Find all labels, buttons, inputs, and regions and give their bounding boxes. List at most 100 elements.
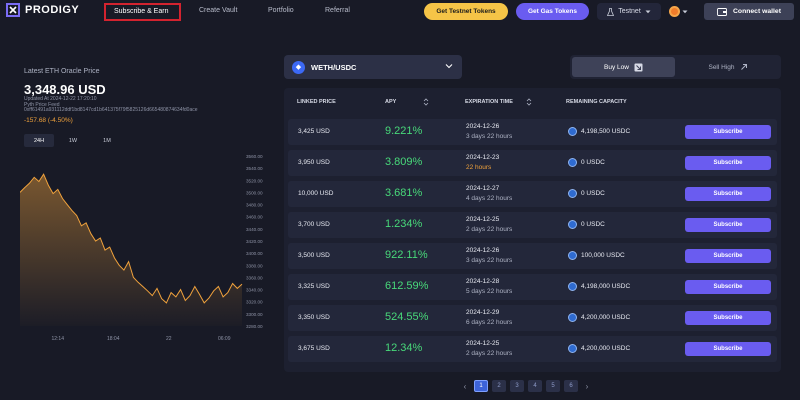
brand-logo[interactable]: PRODIGY [6, 3, 79, 17]
arrow-up-right-icon [740, 64, 747, 70]
wallet-icon [717, 7, 727, 16]
x-tick-label: 22 [166, 336, 172, 342]
nav-referral[interactable]: Referral [325, 7, 350, 14]
subscribe-button[interactable]: Subscribe [685, 187, 771, 201]
capacity-value: 0 USDC [581, 221, 605, 228]
x-tick-label: 12:14 [51, 336, 64, 342]
get-gas-tokens-button[interactable]: Get Gas Tokens [516, 3, 589, 20]
prodigy-logo-icon [6, 3, 20, 17]
range-tab-1m[interactable]: 1M [103, 137, 111, 144]
x-tick-label: 06:09 [218, 336, 231, 342]
pagination: ‹ 1 2 3 4 5 6 › [460, 380, 592, 392]
chevron-down-icon [682, 10, 688, 13]
header-linked-price: LINKED PRICE [297, 99, 336, 105]
capacity-value: 0 USDC [581, 159, 605, 166]
chevron-down-icon [645, 10, 651, 13]
linked-price: 3,500 USD [298, 252, 330, 259]
chart-area [20, 174, 242, 326]
expiration-date: 2024-12-25 [466, 340, 500, 347]
table-row: 10,000 USD 3.681% 2024-12-27 4 days 22 h… [288, 181, 777, 207]
apy-value: 12.34% [385, 342, 423, 354]
table-row: 3,425 USD 9.221% 2024-12-26 3 days 22 ho… [288, 119, 777, 145]
y-tick-label: 3440.00 [246, 227, 263, 232]
next-page-icon[interactable]: › [585, 381, 589, 391]
subscribe-button[interactable]: Subscribe [685, 249, 771, 263]
oracle-updated-info: Updated At 2024-12-22 17:20:10 Pyth Pric… [24, 96, 269, 114]
pair-selector[interactable]: ◆ WETH/USDC [284, 55, 462, 79]
network-selector[interactable]: Testnet [597, 3, 661, 20]
get-testnet-tokens-button[interactable]: Get Testnet Tokens [424, 3, 508, 20]
linked-price: 3,950 USD [298, 159, 330, 166]
table-row: 3,325 USD 612.59% 2024-12-28 5 days 22 h… [288, 274, 777, 300]
page-button[interactable]: 6 [564, 380, 578, 392]
chevron-down-icon [445, 64, 453, 69]
apy-value: 612.59% [385, 280, 429, 292]
expiration-date: 2024-12-29 [466, 309, 500, 316]
time-remaining: 6 days 22 hours [466, 319, 513, 326]
usdc-icon [568, 282, 577, 291]
header-apy-label: APY [385, 99, 397, 105]
y-tick-label: 3480.00 [246, 203, 263, 208]
subscribe-button[interactable]: Subscribe [685, 280, 771, 294]
pair-label: WETH/USDC [311, 62, 357, 72]
eth-price-chart[interactable]: 3560.00 3540.00 3520.00 3500.00 3480.00 3460.… [20, 150, 275, 350]
sell-high-tab[interactable]: Sell High [677, 57, 779, 77]
buy-sell-toggle: Buy Low Sell High [570, 55, 781, 79]
linked-price: 3,425 USD [298, 128, 330, 135]
subscribe-button[interactable]: Subscribe [685, 125, 771, 139]
chart-line [20, 173, 243, 304]
expiration-date: 2024-12-23 [466, 154, 500, 161]
usdc-icon [568, 127, 577, 136]
remaining-capacity: 4,198,500 USDC [568, 127, 630, 136]
capacity-value: 4,198,500 USDC [581, 128, 631, 135]
apy-value: 1.234% [385, 218, 423, 230]
nav-portfolio[interactable]: Portfolio [268, 7, 294, 14]
time-remaining: 5 days 22 hours [466, 288, 513, 295]
arrow-down-right-icon [634, 63, 643, 71]
apy-value: 3.809% [385, 156, 423, 168]
table-row: 3,950 USD 3.809% 2024-12-23 22 hours 0 U… [288, 150, 777, 176]
nav-subscribe-earn-label: Subscribe & Earn [114, 8, 169, 15]
remaining-capacity: 0 USDC [568, 158, 605, 167]
page-button[interactable]: 2 [492, 380, 506, 392]
buy-low-tab[interactable]: Buy Low [572, 57, 675, 77]
range-tab-1w[interactable]: 1W [68, 137, 78, 144]
remaining-capacity: 4,200,000 USDC [568, 313, 630, 322]
y-tick-label: 3540.00 [246, 166, 263, 171]
capacity-value: 0 USDC [581, 190, 605, 197]
connect-wallet-button[interactable]: Connect wallet [704, 3, 794, 20]
page-button[interactable]: 3 [510, 380, 524, 392]
usdc-icon [568, 313, 577, 322]
y-tick-label: 3340.00 [246, 288, 263, 293]
header-apy[interactable]: APY [385, 99, 396, 105]
sort-icon[interactable] [526, 98, 532, 106]
y-tick-label: 3460.00 [246, 215, 263, 220]
expiration-date: 2024-12-26 [466, 123, 500, 130]
page-button[interactable]: 1 [474, 380, 488, 392]
nav-create-vault[interactable]: Create Vault [199, 7, 238, 14]
usdc-icon [568, 158, 577, 167]
subscribe-button[interactable]: Subscribe [685, 342, 771, 356]
apy-value: 922.11% [385, 249, 428, 261]
page-button[interactable]: 4 [528, 380, 542, 392]
subscribe-button[interactable]: Subscribe [685, 156, 771, 170]
table-row: 3,675 USD 12.34% 2024-12-25 2 days 22 ho… [288, 336, 777, 362]
range-tab-24h[interactable]: 24H [24, 134, 54, 147]
subscribe-button[interactable]: Subscribe [685, 311, 771, 325]
nav-subscribe-earn[interactable]: Subscribe & Earn [104, 3, 181, 21]
account-avatar-menu[interactable] [669, 4, 693, 19]
expiration-date: 2024-12-26 [466, 247, 500, 254]
page-button[interactable]: 5 [546, 380, 560, 392]
remaining-capacity: 4,200,000 USDC [568, 344, 630, 353]
expiration-date: 2024-12-25 [466, 216, 500, 223]
subscribe-button[interactable]: Subscribe [685, 218, 771, 232]
y-tick-label: 3420.00 [246, 239, 263, 244]
usdc-icon [568, 344, 577, 353]
time-remaining: 3 days 22 hours [466, 133, 513, 140]
y-tick-label: 3560.00 [246, 154, 263, 159]
expiration-date: 2024-12-27 [466, 185, 500, 192]
sort-icon[interactable] [423, 98, 429, 106]
time-remaining: 4 days 22 hours [466, 195, 513, 202]
remaining-capacity: 0 USDC [568, 220, 605, 229]
prev-page-icon[interactable]: ‹ [463, 381, 467, 391]
